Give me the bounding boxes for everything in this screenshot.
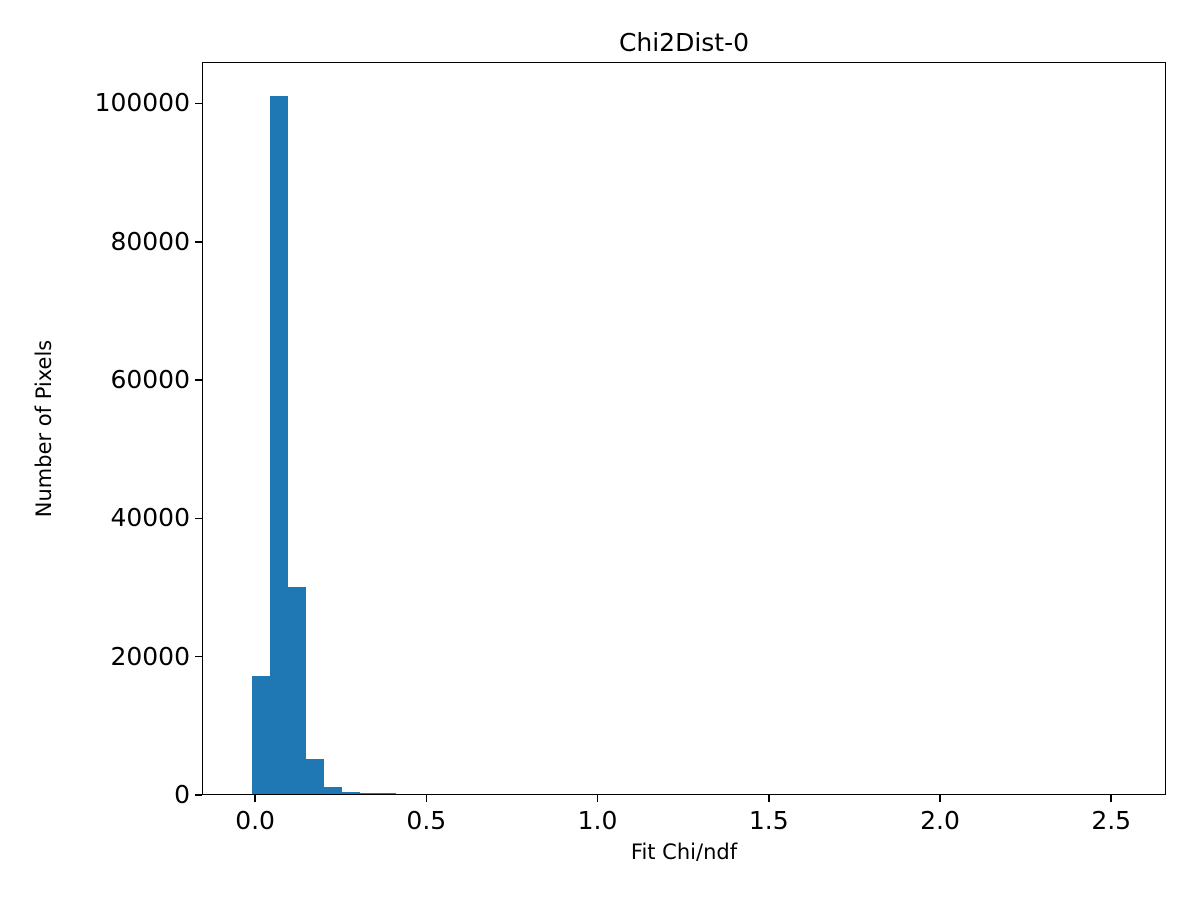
y-tick-label: 60000 (110, 365, 190, 395)
x-tick-label: 2.0 (920, 806, 960, 835)
histogram-bar (306, 759, 325, 794)
y-tick-label: 40000 (110, 503, 190, 533)
chart-title: Chi2Dist-0 (618, 28, 750, 57)
plot-axes-area (202, 62, 1166, 795)
y-tick-label: 80000 (110, 226, 190, 256)
y-tick-mark (195, 517, 202, 520)
y-tick-label: 0 (174, 780, 190, 809)
x-tick-label: 1.5 (748, 806, 789, 835)
histogram-bar (378, 793, 397, 794)
x-tick-mark (939, 795, 941, 802)
x-tick-mark (767, 795, 770, 802)
x-tick-label: 1.0 (577, 806, 618, 835)
x-tick-mark (1110, 795, 1112, 802)
y-tick-mark (195, 655, 202, 658)
x-tick-label: 0.0 (235, 806, 275, 835)
x-tick-mark (596, 795, 599, 802)
y-tick-label: 100000 (94, 88, 190, 118)
y-axis-label: Number of Pixels (32, 339, 56, 518)
x-tick-label: 2.5 (1091, 806, 1132, 835)
y-tick-mark (195, 379, 202, 381)
x-axis-label: Fit Chi/ndf (630, 840, 738, 864)
histogram-bar (252, 676, 271, 794)
histogram-bar (270, 95, 289, 794)
y-tick-mark (195, 794, 202, 796)
x-tick-mark (254, 795, 256, 802)
x-tick-mark (425, 795, 428, 802)
histogram-bar (288, 586, 307, 794)
x-tick-label: 0.5 (406, 806, 447, 835)
y-tick-mark (195, 102, 202, 105)
histogram-bars-container (203, 63, 1165, 794)
histogram-bar (360, 792, 379, 794)
y-tick-mark (195, 240, 202, 243)
histogram-bar (342, 791, 361, 794)
histogram-bar (324, 787, 343, 794)
y-tick-label: 20000 (110, 641, 190, 671)
